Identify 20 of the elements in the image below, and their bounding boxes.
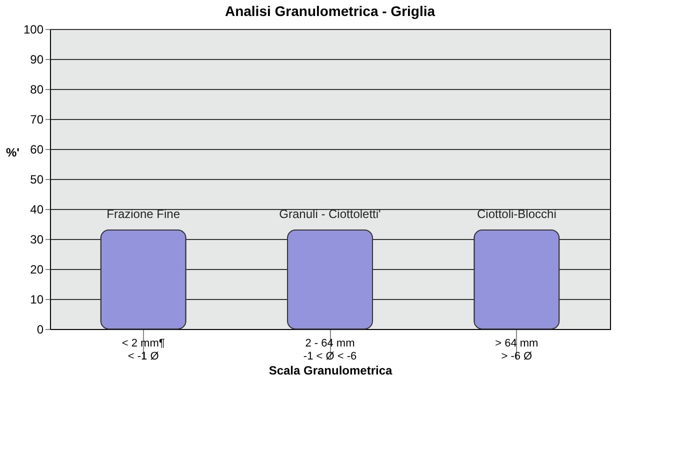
x-tick-label: 2 - 64 mm -1 < Ø < -6	[303, 338, 357, 362]
x-tick-label: < 2 mm¶ < -1 Ø	[122, 338, 165, 362]
annotation: Frazione Fine	[106, 207, 180, 221]
x-tick-label: > 64 mm > -6 Ø	[495, 338, 538, 362]
annotation: Ciottoli-Blocchi	[476, 207, 556, 221]
y-tick-label: 20	[30, 262, 44, 276]
y-tick-label: 60	[30, 142, 44, 156]
chart-title: Analisi Granulometrica - Griglia	[224, 3, 436, 19]
y-axis-title: %'	[6, 146, 20, 160]
annotation: Granuli - Ciottoletti'	[279, 207, 381, 221]
y-tick-label: 30	[30, 232, 44, 246]
y-tick-label: 0	[36, 322, 44, 336]
y-tick-label: 50	[30, 172, 44, 186]
y-tick-label: 70	[30, 112, 44, 126]
y-tick-label: 10	[30, 292, 44, 306]
x-axis-title: Scala Granulometrica	[268, 364, 393, 378]
y-tick-label: 80	[30, 82, 44, 96]
y-tick-label: 100	[23, 22, 44, 36]
y-tick-label: 40	[30, 202, 44, 216]
y-tick-label: 90	[30, 52, 44, 66]
